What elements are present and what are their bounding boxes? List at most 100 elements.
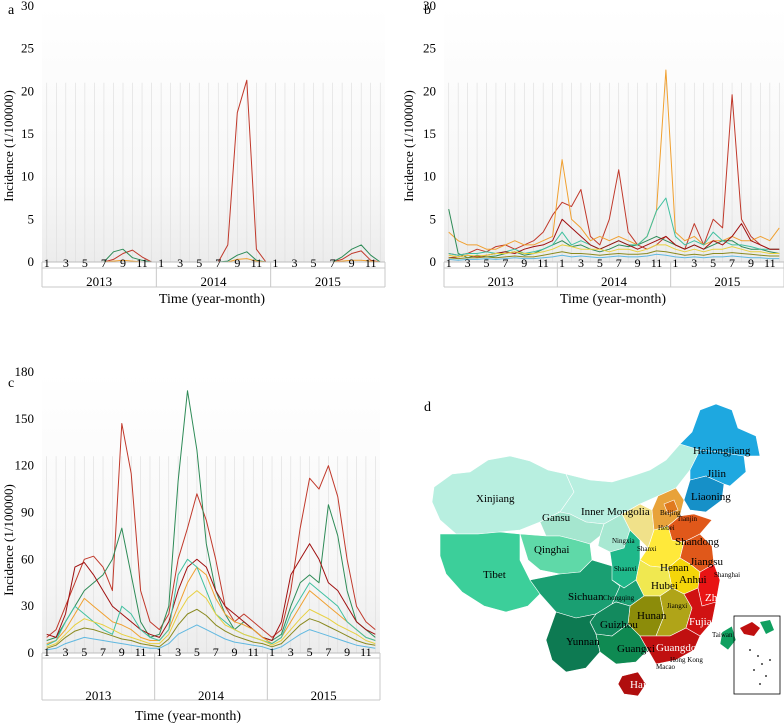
province-guangdong bbox=[639, 627, 701, 665]
x-tick-label-b: 3 bbox=[691, 256, 697, 270]
x-axis-label-b: Time (year-month) bbox=[560, 292, 666, 307]
label-shaanxi: Shaanxi bbox=[614, 565, 637, 573]
year-label-b: 2013 bbox=[488, 274, 514, 289]
x-tick-label-c: 1 bbox=[44, 645, 50, 659]
x-tick-label-b: 1 bbox=[672, 256, 678, 270]
x-tick-label-a: 1 bbox=[158, 256, 164, 270]
series-line-c-red-2 bbox=[46, 543, 376, 641]
label-qinghai: Qinghai bbox=[534, 544, 569, 556]
year-label-c: 2015 bbox=[311, 688, 337, 703]
x-tick-label-a: 7 bbox=[215, 256, 221, 270]
x-tick-label-b: 9 bbox=[748, 256, 754, 270]
province-labels: Heilongjiang Jilin Liaoning Xinjiang Gan… bbox=[476, 445, 751, 691]
label-zhejiang: Zhejiang bbox=[705, 592, 745, 604]
x-tick-label-c: 7 bbox=[100, 645, 106, 659]
y-tick-label-c: 150 bbox=[15, 411, 35, 426]
x-tick-label-a: 1 bbox=[272, 256, 278, 270]
south-china-sea-inset bbox=[733, 615, 781, 695]
x-tick-label-c: 9 bbox=[231, 645, 237, 659]
x-tick-label-c: 3 bbox=[288, 645, 294, 659]
chart-panel-a: a Incidence (1/100000) Time (year-month)… bbox=[1, 0, 386, 307]
series-line-b-red-2 bbox=[448, 218, 780, 259]
label-hebei: Hebei bbox=[658, 524, 675, 532]
label-tianjin: Tianjin bbox=[677, 515, 697, 523]
series-line-c-yellow-1 bbox=[46, 590, 376, 648]
x-tick-label-b: 1 bbox=[446, 256, 452, 270]
plot-area-c bbox=[42, 372, 380, 653]
label-guizhou: Guizhou bbox=[600, 619, 638, 631]
label-macao: Macao bbox=[656, 663, 676, 671]
y-tick-label-b: 0 bbox=[430, 254, 437, 269]
label-yunnan: Yunnan bbox=[566, 636, 600, 648]
label-hunan: Hunan bbox=[637, 610, 667, 622]
x-tick-label-b: 7 bbox=[729, 256, 735, 270]
x-tick-label-b: 5 bbox=[597, 256, 603, 270]
y-tick-label-c: 60 bbox=[21, 551, 34, 566]
label-fujian: Fujian bbox=[689, 616, 718, 628]
label-hong-kong: Hong Kong bbox=[670, 656, 703, 664]
series-line-c-lightblue-1 bbox=[46, 624, 376, 651]
label-tibet: Tibet bbox=[483, 569, 506, 581]
label-heilongjiang: Heilongjiang bbox=[693, 445, 751, 457]
x-tick-label-a: 1 bbox=[44, 256, 50, 270]
chart-panel-b: b Incidence (1/100000) Time (year-month)… bbox=[401, 0, 784, 307]
label-gansu: Gansu bbox=[542, 512, 571, 524]
province-heilongjiang bbox=[679, 403, 761, 457]
y-tick-label-b: 20 bbox=[423, 83, 436, 98]
series-line-b-olive-1 bbox=[448, 250, 780, 260]
label-jiangxi: Jiangxi bbox=[667, 602, 687, 610]
y-tick-label-a: 15 bbox=[21, 126, 34, 141]
x-tick-label-b: 5 bbox=[710, 256, 716, 270]
y-tick-label-a: 5 bbox=[28, 211, 35, 226]
x-tick-label-a: 3 bbox=[177, 256, 183, 270]
panel-label-b: b bbox=[424, 3, 431, 18]
x-tick-label-b: 11 bbox=[537, 256, 549, 270]
y-tick-label-c: 180 bbox=[15, 364, 35, 379]
y-axis-label-a: Incidence (1/100000) bbox=[1, 90, 16, 202]
x-tick-label-a: 7 bbox=[330, 256, 336, 270]
series-line-c-red-1 bbox=[46, 423, 376, 638]
series-line-c-orange-1 bbox=[46, 566, 376, 645]
china-map-panel: d bbox=[424, 400, 781, 697]
x-tick-label-b: 11 bbox=[764, 256, 776, 270]
x-tick-label-c: 1 bbox=[269, 645, 275, 659]
plot-area-b bbox=[444, 6, 784, 262]
label-ningxia: Ningxia bbox=[612, 537, 635, 545]
label-liaoning: Liaoning bbox=[691, 491, 731, 503]
year-label-a: 2014 bbox=[201, 274, 228, 289]
y-tick-label-c: 120 bbox=[15, 458, 35, 473]
label-inner-mongolia: Inner Mongolia bbox=[581, 506, 650, 518]
label-xinjiang: Xinjiang bbox=[476, 493, 515, 505]
year-label-b: 2014 bbox=[601, 274, 628, 289]
x-tick-label-b: 7 bbox=[502, 256, 508, 270]
x-tick-label-c: 11 bbox=[247, 645, 259, 659]
x-tick-label-b: 3 bbox=[578, 256, 584, 270]
x-tick-label-a: 5 bbox=[82, 256, 88, 270]
province-beijing bbox=[663, 499, 679, 515]
y-tick-label-c: 30 bbox=[21, 598, 34, 613]
x-tick-label-c: 5 bbox=[81, 645, 87, 659]
y-tick-label-b: 10 bbox=[423, 169, 436, 184]
y-tick-label-a: 30 bbox=[21, 0, 34, 13]
x-tick-label-c: 3 bbox=[175, 645, 181, 659]
y-tick-label-b: 25 bbox=[423, 41, 436, 56]
panel-label-c: c bbox=[8, 376, 14, 391]
plot-area-a bbox=[42, 6, 385, 262]
province-taiwan bbox=[719, 625, 737, 651]
label-shanxi: Shanxi bbox=[637, 545, 657, 553]
x-tick-label-c: 11 bbox=[135, 645, 147, 659]
y-tick-label-b: 30 bbox=[423, 0, 436, 13]
label-guangxi: Guangxi bbox=[617, 643, 655, 655]
x-tick-label-a: 3 bbox=[63, 256, 69, 270]
x-tick-label-a: 3 bbox=[291, 256, 297, 270]
series-line-b-lightblue-1 bbox=[448, 253, 780, 261]
x-tick-label-b: 3 bbox=[465, 256, 471, 270]
y-axis-label-b: Incidence (1/100000) bbox=[401, 90, 416, 202]
y-tick-label-a: 20 bbox=[21, 83, 34, 98]
province-hainan bbox=[617, 671, 647, 697]
year-label-c: 2014 bbox=[198, 688, 225, 703]
label-jilin: Jilin bbox=[707, 468, 726, 480]
y-tick-label-a: 0 bbox=[28, 254, 35, 269]
province-tibet bbox=[439, 531, 541, 613]
